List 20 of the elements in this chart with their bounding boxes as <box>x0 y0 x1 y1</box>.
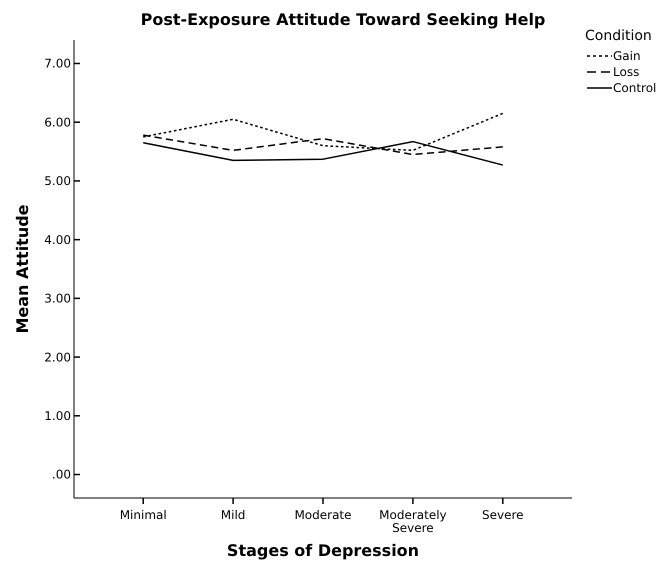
chart-title: Post-Exposure Attitude Toward Seeking Help <box>140 10 546 29</box>
y-tick-label: 5.00 <box>44 174 71 188</box>
x-tick-label: Severe <box>482 508 524 522</box>
y-tick-label: 6.00 <box>44 115 71 130</box>
y-tick-label: 2.00 <box>44 350 71 364</box>
y-tick-label: 4.00 <box>44 232 71 247</box>
y-tick-label: .00 <box>52 468 71 482</box>
legend-label: Control <box>613 81 656 96</box>
legend-title: Condition <box>585 28 652 44</box>
y-tick-label: 1.00 <box>44 408 71 423</box>
x-tick-label: Moderately Severe <box>379 508 447 535</box>
x-tick-label: Moderate <box>294 508 352 522</box>
x-axis-title: Stages of Depression <box>226 541 420 560</box>
legend-label: Loss <box>613 65 640 80</box>
x-tick-label: Mild <box>220 508 246 522</box>
y-tick-label: 7.00 <box>44 56 71 71</box>
legend-label: Gain <box>613 49 641 64</box>
x-tick-label: Minimal <box>120 508 167 522</box>
y-tick-label: 3.00 <box>44 292 71 306</box>
y-axis-title: Mean Attitude <box>13 204 32 334</box>
